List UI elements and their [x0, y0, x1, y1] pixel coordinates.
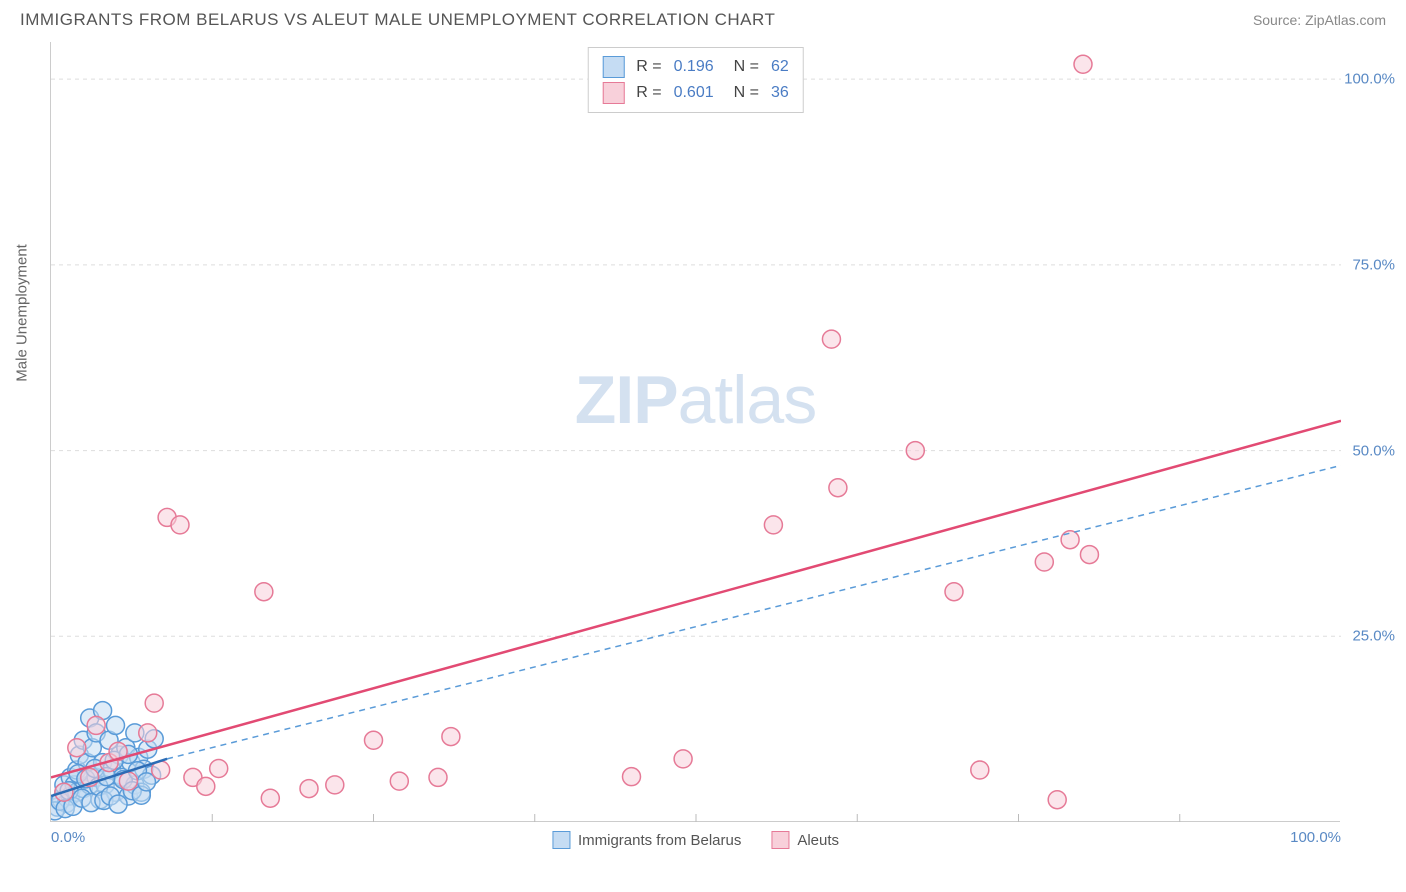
y-tick-label: 25.0% — [1352, 628, 1395, 645]
legend-item-belarus: Immigrants from Belarus — [552, 831, 741, 849]
y-tick-label: 100.0% — [1344, 71, 1395, 88]
stats-row-belarus: R = 0.196 N = 62 — [602, 54, 789, 80]
legend-swatch-belarus — [602, 56, 624, 78]
chart-title: IMMIGRANTS FROM BELARUS VS ALEUT MALE UN… — [20, 10, 775, 30]
stats-row-aleuts: R = 0.601 N = 36 — [602, 80, 789, 106]
bottom-legend: Immigrants from Belarus Aleuts — [552, 831, 839, 849]
x-tick-label: 100.0% — [1290, 829, 1341, 846]
plot-area: ZIPatlas R = 0.196 N = 62 R = 0.601 N = … — [50, 42, 1340, 822]
scatter-chart-svg — [51, 42, 1341, 822]
chart-container: Male Unemployment ZIPatlas R = 0.196 N =… — [50, 42, 1390, 842]
source-attribution: Source: ZipAtlas.com — [1253, 12, 1386, 28]
y-tick-label: 75.0% — [1352, 256, 1395, 273]
chart-header: IMMIGRANTS FROM BELARUS VS ALEUT MALE UN… — [0, 0, 1406, 30]
legend-swatch-icon — [552, 831, 570, 849]
y-tick-label: 50.0% — [1352, 442, 1395, 459]
legend-swatch-aleuts — [602, 82, 624, 104]
legend-swatch-icon — [771, 831, 789, 849]
legend-item-aleuts: Aleuts — [771, 831, 839, 849]
y-axis-label: Male Unemployment — [14, 244, 31, 382]
x-tick-label: 0.0% — [51, 829, 85, 846]
stats-legend: R = 0.196 N = 62 R = 0.601 N = 36 — [587, 47, 804, 113]
